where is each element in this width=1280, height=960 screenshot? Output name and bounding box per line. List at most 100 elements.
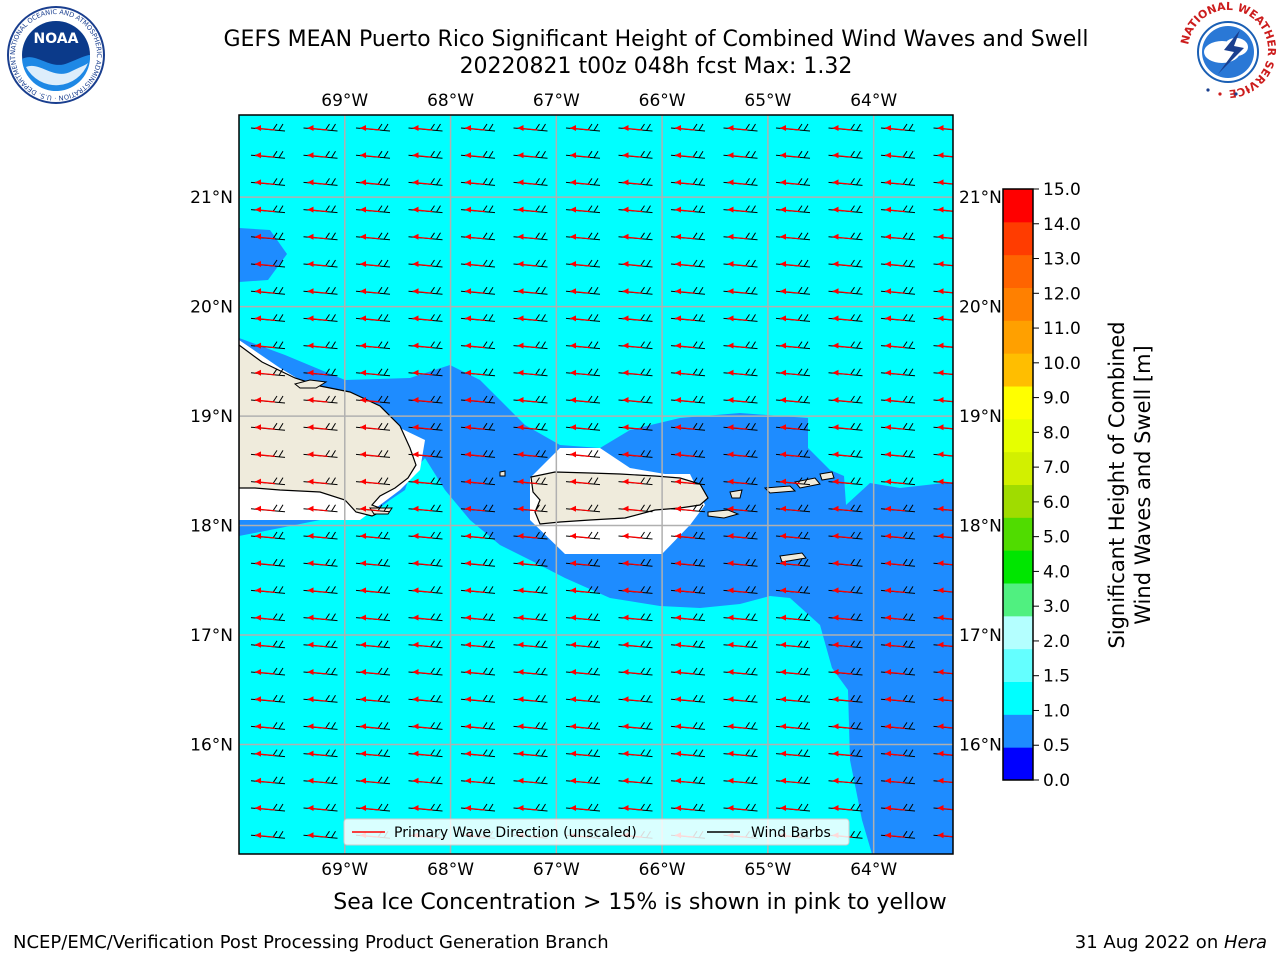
wave-arrow xyxy=(775,178,811,186)
wave-arrow xyxy=(828,205,863,214)
wave-arrow xyxy=(250,776,286,785)
wave-arrow xyxy=(408,341,443,350)
wave-arrow xyxy=(618,803,653,812)
footer-credit: NCEP/EMC/Verification Post Processing Pr… xyxy=(13,932,609,953)
wave-arrow xyxy=(460,749,496,758)
wave-arrow xyxy=(513,531,548,540)
wave-arrow xyxy=(513,667,548,676)
lon-label-top: 67°W xyxy=(533,91,580,111)
wave-arrow xyxy=(828,395,863,404)
colorbar-tick-label: 10.0 xyxy=(1043,354,1081,374)
wave-arrow xyxy=(513,477,548,486)
wave-arrow xyxy=(303,422,338,431)
wave-arrow xyxy=(460,395,496,404)
wave-arrow xyxy=(565,395,601,404)
lat-label-right: 19°N xyxy=(959,407,1002,427)
wave-arrow xyxy=(670,477,706,486)
wave-arrow xyxy=(775,558,811,567)
wave-arrow xyxy=(303,613,338,622)
wave-arrow xyxy=(880,613,916,622)
wave-arrow xyxy=(303,205,338,214)
wave-arrow xyxy=(880,640,916,649)
wave-arrow xyxy=(670,586,706,594)
wave-arrow xyxy=(460,368,496,377)
colorbar-label-line1: Significant Height of Combined xyxy=(1105,321,1129,648)
wave-arrow xyxy=(723,803,758,812)
wave-arrow xyxy=(408,286,443,295)
colorbar-swatch xyxy=(1003,615,1033,650)
wave-arrow xyxy=(565,450,601,458)
wave-arrow xyxy=(408,422,443,431)
wave-arrow xyxy=(723,314,758,322)
lon-label-top: 66°W xyxy=(639,91,686,111)
wave-arrow xyxy=(250,613,286,622)
wave-arrow xyxy=(355,341,391,350)
colorbar-tick-label: 1.0 xyxy=(1043,701,1070,721)
wave-arrow xyxy=(303,178,338,186)
colorbar-tick-label: 1.5 xyxy=(1043,667,1070,687)
wave-arrow xyxy=(303,504,338,513)
wave-arrow xyxy=(775,314,811,322)
wave-arrow xyxy=(723,504,758,513)
wave-arrow xyxy=(775,613,811,622)
wave-arrow xyxy=(880,450,916,458)
wave-arrow xyxy=(460,178,496,186)
mona-island xyxy=(499,470,506,477)
wave-arrow xyxy=(723,205,758,214)
wave-arrow xyxy=(408,123,443,132)
wave-arrow xyxy=(775,667,811,676)
wave-arrow xyxy=(250,341,286,350)
wave-arrow xyxy=(408,259,443,268)
colorbar-swatch xyxy=(1003,451,1033,485)
colorbar-swatch xyxy=(1003,583,1033,617)
wave-arrow xyxy=(670,803,706,812)
wave-arrow xyxy=(618,259,653,268)
wave-arrow xyxy=(828,450,863,458)
footer-date-text: 31 Aug 2022 on xyxy=(1074,932,1224,953)
wave-arrow xyxy=(828,531,863,540)
wave-arrow xyxy=(933,805,953,811)
wave-arrow xyxy=(408,395,443,404)
wave-arrow xyxy=(408,558,443,567)
wave-arrow xyxy=(933,233,953,240)
colorbar-tick-label: 6.0 xyxy=(1043,493,1070,513)
colorbar-tick-label: 0.0 xyxy=(1043,771,1070,791)
wave-arrow xyxy=(828,667,863,676)
wave-arrow xyxy=(513,123,548,132)
wave-height-band-0-5-1-0 xyxy=(239,338,953,854)
wave-arrow xyxy=(933,533,953,539)
wave-arrow xyxy=(408,178,443,186)
wave-arrow xyxy=(513,776,548,785)
wave-arrow xyxy=(880,314,916,322)
wave-arrow xyxy=(880,341,916,350)
wave-direction-arrows xyxy=(250,123,953,839)
wave-arrow xyxy=(880,667,916,676)
wave-arrow xyxy=(460,232,496,241)
wave-arrow xyxy=(670,450,706,458)
wave-arrow xyxy=(723,776,758,785)
wave-arrow xyxy=(565,613,601,622)
wave-arrow xyxy=(775,694,811,703)
wave-arrow xyxy=(250,694,286,703)
lon-label-top: 64°W xyxy=(850,91,897,111)
wave-arrow xyxy=(670,205,706,214)
footer-date: 31 Aug 2022 on Hera xyxy=(1075,932,1267,953)
wave-arrow xyxy=(513,422,548,431)
wave-arrow xyxy=(250,422,286,431)
wave-arrow xyxy=(618,286,653,295)
colorbar-label-line2: Wind Waves and Swell [m] xyxy=(1131,345,1155,625)
wave-arrow xyxy=(565,667,601,676)
lon-label-top: 65°W xyxy=(744,91,791,111)
wave-arrow xyxy=(460,722,496,730)
colorbar-swatch xyxy=(1003,648,1033,682)
wave-arrow xyxy=(460,259,496,268)
wave-arrow xyxy=(618,232,653,241)
wave-arrow xyxy=(408,586,443,594)
wave-arrow xyxy=(565,776,601,785)
wave-arrow xyxy=(618,613,653,622)
wave-arrow xyxy=(303,395,338,404)
wave-arrow xyxy=(250,477,286,486)
wave-arrow xyxy=(828,123,863,132)
colorbar-swatch xyxy=(1003,386,1033,420)
wave-arrow xyxy=(250,803,286,812)
